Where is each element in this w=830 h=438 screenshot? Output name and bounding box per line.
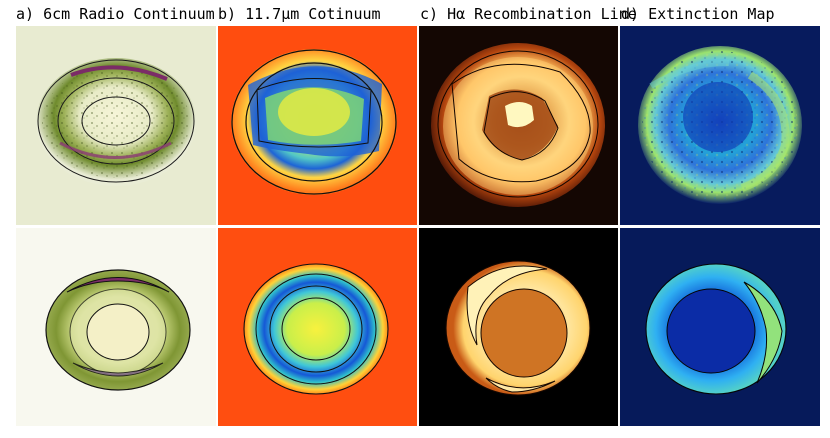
panel-b-model-image [243, 263, 389, 395]
panel-d-model-image [645, 263, 787, 395]
panel-b-observed-image [231, 49, 397, 195]
panel-c-observed-image [431, 43, 605, 207]
panel-c-model-image [445, 260, 591, 396]
panel-title-a: a) 6cm Radio Continuum [16, 5, 215, 23]
panel-a-model-image [45, 269, 191, 391]
panel-a-observed-image [36, 58, 196, 186]
panel-title-d: d) Extinction Map [621, 5, 775, 23]
panel-title-c: c) Hα Recombination Line [420, 5, 637, 23]
panel-title-b: b) 11.7μm Cotinuum [218, 5, 381, 23]
panel-d-observed-image [638, 46, 802, 204]
